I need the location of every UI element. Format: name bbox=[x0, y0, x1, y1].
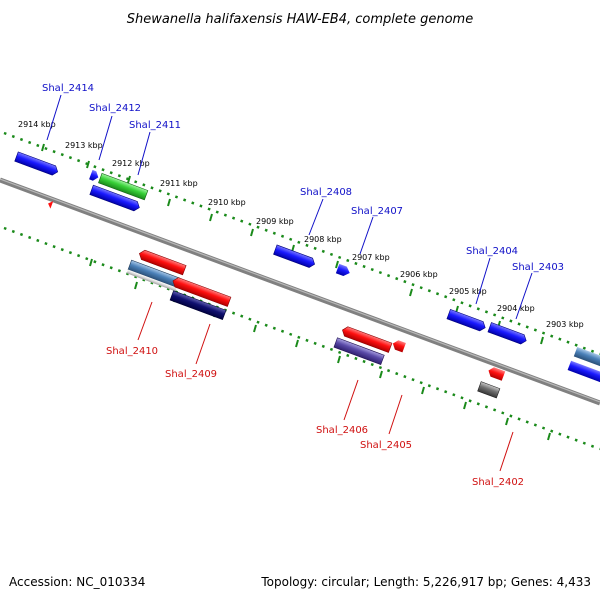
scale-ruler-bottom bbox=[3, 226, 600, 451]
gene-shal-2407[interactable] bbox=[335, 263, 352, 278]
gene-shal-2412[interactable] bbox=[98, 173, 149, 201]
gene-label[interactable]: Shal_2410 bbox=[106, 346, 158, 357]
gene-shal-2402[interactable] bbox=[477, 381, 501, 399]
gene-red-upper-2406[interactable] bbox=[341, 325, 393, 353]
scale-labels: 2914 kbp 2913 kbp 2912 kbp 2911 kbp 2910… bbox=[18, 120, 584, 329]
gene-shal-2404[interactable] bbox=[446, 309, 487, 332]
gene-red-upper-2409[interactable] bbox=[171, 276, 232, 307]
gene-red-small-left[interactable] bbox=[47, 200, 54, 209]
scale-label: 2912 kbp bbox=[112, 159, 150, 168]
gene-shal-2408[interactable] bbox=[273, 244, 317, 269]
scale-label: 2905 kbp bbox=[449, 287, 487, 296]
gene-label[interactable]: Shal_2403 bbox=[512, 262, 564, 273]
feature-track bbox=[14, 151, 600, 399]
gene-label[interactable]: Shal_2409 bbox=[165, 369, 217, 380]
gene-label[interactable]: Shal_2406 bbox=[316, 425, 368, 436]
gene-blue-far-right[interactable] bbox=[567, 360, 600, 388]
gene-red-upper-2410[interactable] bbox=[138, 249, 187, 276]
scale-ruler-top bbox=[3, 131, 600, 356]
gene-label[interactable]: Shal_2405 bbox=[360, 440, 412, 451]
gene-labels-top: Shal_2414 Shal_2412 Shal_2411 Shal_2408 … bbox=[42, 83, 564, 273]
gene-label[interactable]: Shal_2412 bbox=[89, 103, 141, 114]
gene-shal-2411[interactable] bbox=[89, 184, 141, 212]
gene-shal-2413-small[interactable] bbox=[89, 169, 100, 182]
gene-shal-2409[interactable] bbox=[169, 290, 227, 321]
gene-shal-2406[interactable] bbox=[333, 337, 385, 365]
gene-label[interactable]: Shal_2407 bbox=[351, 206, 403, 217]
gene-steelblue-far-right[interactable] bbox=[573, 346, 600, 374]
gene-label[interactable]: Shal_2404 bbox=[466, 246, 518, 257]
genome-backbone-highlight bbox=[0, 178, 600, 403]
label-leaders bbox=[46, 94, 533, 472]
gene-shal-2414[interactable] bbox=[14, 151, 60, 177]
gene-shal-2403[interactable] bbox=[487, 322, 528, 346]
scale-label: 2908 kbp bbox=[304, 235, 342, 244]
scale-label: 2909 kbp bbox=[256, 217, 294, 226]
scale-ticks-top bbox=[41, 143, 544, 345]
scale-label: 2913 kbp bbox=[65, 141, 103, 150]
scale-label: 2904 kbp bbox=[497, 304, 535, 313]
gene-labels-bottom: Shal_2410 Shal_2409 Shal_2406 Shal_2405 … bbox=[106, 346, 524, 488]
gene-shal-2405[interactable] bbox=[391, 339, 406, 353]
scale-label: 2911 kbp bbox=[160, 179, 198, 188]
scale-label: 2910 kbp bbox=[208, 198, 246, 207]
scale-label: 2907 kbp bbox=[352, 253, 390, 262]
gene-label[interactable]: Shal_2408 bbox=[300, 187, 352, 198]
genome-backbone bbox=[0, 177, 600, 406]
gene-red-small-2402[interactable] bbox=[487, 366, 506, 381]
scale-label: 2906 kbp bbox=[400, 270, 438, 279]
scale-label: 2903 kbp bbox=[546, 320, 584, 329]
genome-summary-text: Topology: circular; Length: 5,226,917 bp… bbox=[260, 575, 591, 589]
scale-label: 2914 kbp bbox=[18, 120, 56, 129]
gene-label[interactable]: Shal_2411 bbox=[129, 120, 181, 131]
page-title: Shewanella halifaxensis HAW-EB4, complet… bbox=[127, 12, 473, 27]
accession-text: Accession: NC_010334 bbox=[9, 575, 145, 589]
gene-label[interactable]: Shal_2414 bbox=[42, 83, 94, 94]
gene-label[interactable]: Shal_2402 bbox=[472, 477, 524, 488]
